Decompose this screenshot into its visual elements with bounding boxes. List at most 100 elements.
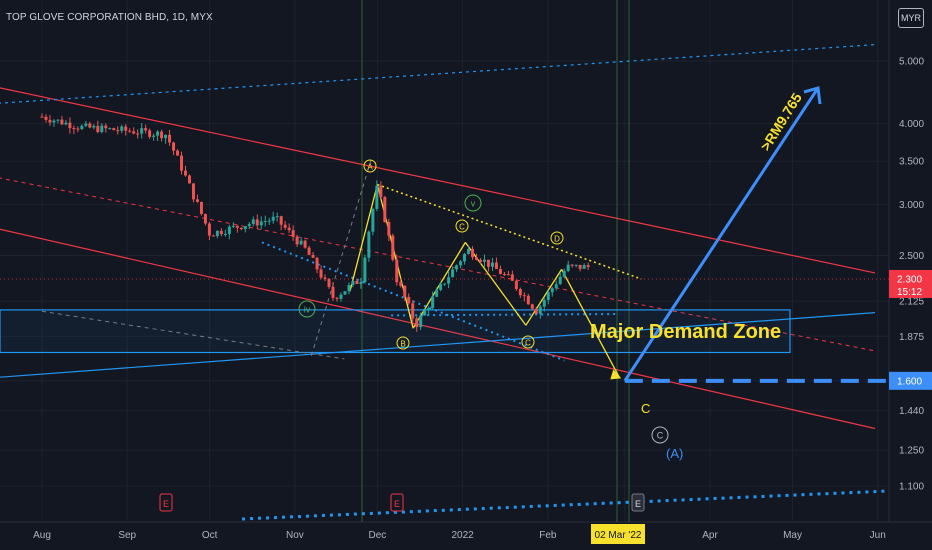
candle-body [486,259,490,267]
candle-body [319,269,323,278]
earnings-marker-label: E [394,499,400,509]
candle-body [347,285,351,292]
candle-body [223,233,227,235]
candle-body [391,235,395,260]
candle-body [303,240,307,248]
candle-body [550,288,554,293]
channel-upper-line [0,87,876,274]
candle-body [331,286,335,298]
candle-body [108,128,112,130]
wave-line [525,269,563,326]
wave-label: v [471,199,476,209]
candle-body [518,289,522,296]
candle-body [387,222,391,236]
candle-body [419,315,423,328]
time-tick-label: Apr [702,530,718,541]
candle-body [52,120,56,123]
candle-body [283,224,287,228]
candle-body [60,119,64,125]
time-tick-label: 2022 [451,530,474,541]
candle-body [203,213,207,224]
candle-body [211,235,215,237]
candle-body [96,125,100,133]
last-price-box [889,269,932,298]
candle-body [259,221,263,226]
candle-body [287,227,291,231]
price-tick-label: 4.000 [899,119,924,130]
candle-body [395,259,399,283]
candle-body [215,230,219,237]
wave-label: A [367,163,373,172]
candle-body [355,280,359,284]
candle-body [455,265,459,270]
candle-body [375,185,379,209]
candle-body [502,274,506,276]
currency-button[interactable]: MYR [898,8,924,28]
candle-body [84,123,88,126]
wave-label: C [525,339,531,348]
price-axis[interactable]: 1.100 1.250 1.440 1.600 1.875 2.125 2.500 3.000… [889,57,932,493]
candle-body [351,280,355,286]
candle-body [399,282,403,286]
candle-body [195,199,199,202]
grey-dashed-rise [310,156,373,356]
candle-body [482,259,486,262]
demand-zone-label: Major Demand Zone [590,321,781,343]
wave-label: iv [304,305,311,315]
candle-body [239,227,243,230]
candle-body [164,134,168,139]
candle-body [191,183,195,200]
support-trend-line [0,312,876,378]
candle-body [435,289,439,297]
price-tick-label: 1.875 [899,332,924,343]
candle-body [88,123,92,128]
wave-label: C [657,431,664,441]
candle-body [307,247,311,255]
price-tick-label: 3.500 [899,157,924,168]
candle-body [187,175,191,184]
candle-body [431,296,435,308]
candle-body [522,295,526,297]
candle-body [176,150,180,156]
wave-circle [651,426,669,444]
candle-body [311,254,315,258]
candle-body [463,253,467,262]
candle-body [570,264,574,266]
candle-body [478,259,482,262]
candle-body [447,277,451,284]
candle-body [339,294,343,299]
candle-body [323,277,327,279]
candle-body [124,126,128,131]
candle-body [263,221,267,223]
candle-body [56,119,60,121]
countdown-label: 15:12 [897,287,922,298]
wave-circle [464,194,482,212]
candle-body [279,216,283,225]
candle-body [554,284,558,289]
price-tick-label: 2.500 [899,251,924,262]
wave-circle [550,231,564,245]
channel-lower-line [0,228,876,430]
candle-body [144,128,148,131]
price-tick-label: 3.000 [899,200,924,211]
candle-body [546,292,550,301]
candle-body [371,208,375,232]
candle-body [578,264,582,269]
candle-body [498,268,502,275]
wave-line [349,184,379,292]
candle-body [506,274,510,276]
candle-body [295,236,299,245]
candle-body [136,133,140,135]
candle-body [475,257,479,260]
candle-body [534,308,538,314]
candle-body [530,304,534,309]
candle-body [148,130,152,137]
mid-dotted-trend [391,313,620,317]
projected-wave-a: (A) [666,446,683,461]
target-arrow-head [803,86,822,105]
time-axis[interactable]: AugSepOctNovDec2022FebMarAprMayJun02 Mar… [33,524,886,544]
candle-body [299,240,303,245]
wave-label: C [459,223,465,232]
channel-mid-line [0,177,876,352]
